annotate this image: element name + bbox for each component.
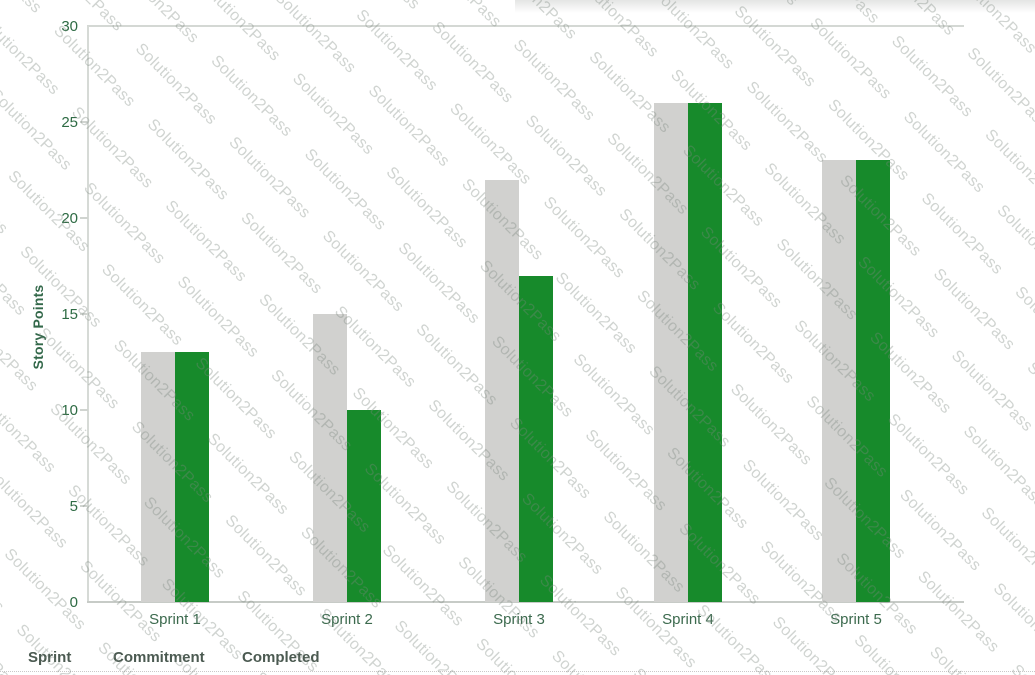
- y-axis-title: Story Points: [30, 284, 46, 370]
- y-tick-mark: [80, 217, 88, 219]
- y-tick-label: 10: [61, 401, 78, 419]
- bar-completed: [175, 352, 209, 602]
- y-tick-label: 25: [61, 113, 78, 131]
- table-header-commitment: Commitment: [113, 649, 205, 666]
- x-tick-label: Sprint 1: [149, 611, 201, 628]
- top-shade-band: [515, 0, 1035, 13]
- y-tick-label: 0: [69, 593, 78, 611]
- gridline-30: [87, 25, 964, 27]
- x-tick-label: Sprint 5: [830, 611, 882, 628]
- y-tick-mark: [80, 505, 88, 507]
- bar-completed: [519, 275, 553, 602]
- bar-completed: [688, 102, 722, 602]
- y-tick-label: 15: [61, 305, 78, 323]
- y-tick-label: 5: [69, 497, 78, 515]
- y-tick-mark: [80, 313, 88, 315]
- table-header-divider: [0, 671, 1035, 672]
- y-tick-label: 30: [61, 17, 78, 35]
- bar-completed: [347, 410, 381, 602]
- x-axis-line: [87, 601, 964, 603]
- bar-completed: [856, 160, 890, 602]
- bar-commitment: [313, 314, 347, 602]
- y-axis-line: [87, 26, 89, 603]
- y-tick-label: 20: [61, 209, 78, 227]
- bar-commitment: [822, 160, 856, 602]
- watermark-text: Solution2Pass Solution2Pass Solution2Pas…: [497, 0, 1035, 675]
- watermark-text: Solution2Pass Solution2Pass Solution2Pas…: [179, 0, 1035, 675]
- watermark-text: Solution2Pass Solution2Pass Solution2Pas…: [115, 0, 1035, 675]
- x-tick-label: Sprint 2: [321, 611, 373, 628]
- watermark-text: Solution2Pass Solution2Pass Solution2Pas…: [103, 0, 1035, 675]
- bar-commitment: [141, 352, 175, 602]
- y-tick-mark: [80, 409, 88, 411]
- watermark-text: Solution2Pass Solution2Pass Solution2Pas…: [0, 24, 1035, 675]
- bar-commitment: [654, 102, 688, 602]
- bar-commitment: [485, 179, 519, 602]
- watermark-text: Solution2Pass Solution2Pass Solution2Pas…: [485, 0, 1035, 675]
- y-tick-mark: [80, 121, 88, 123]
- x-tick-label: Sprint 3: [493, 611, 545, 628]
- table-header-completed: Completed: [242, 649, 320, 666]
- table-header-sprint: Sprint: [28, 649, 72, 666]
- x-tick-label: Sprint 4: [662, 611, 714, 628]
- watermark-text: Solution2Pass Solution2Pass Solution2Pas…: [167, 0, 1035, 675]
